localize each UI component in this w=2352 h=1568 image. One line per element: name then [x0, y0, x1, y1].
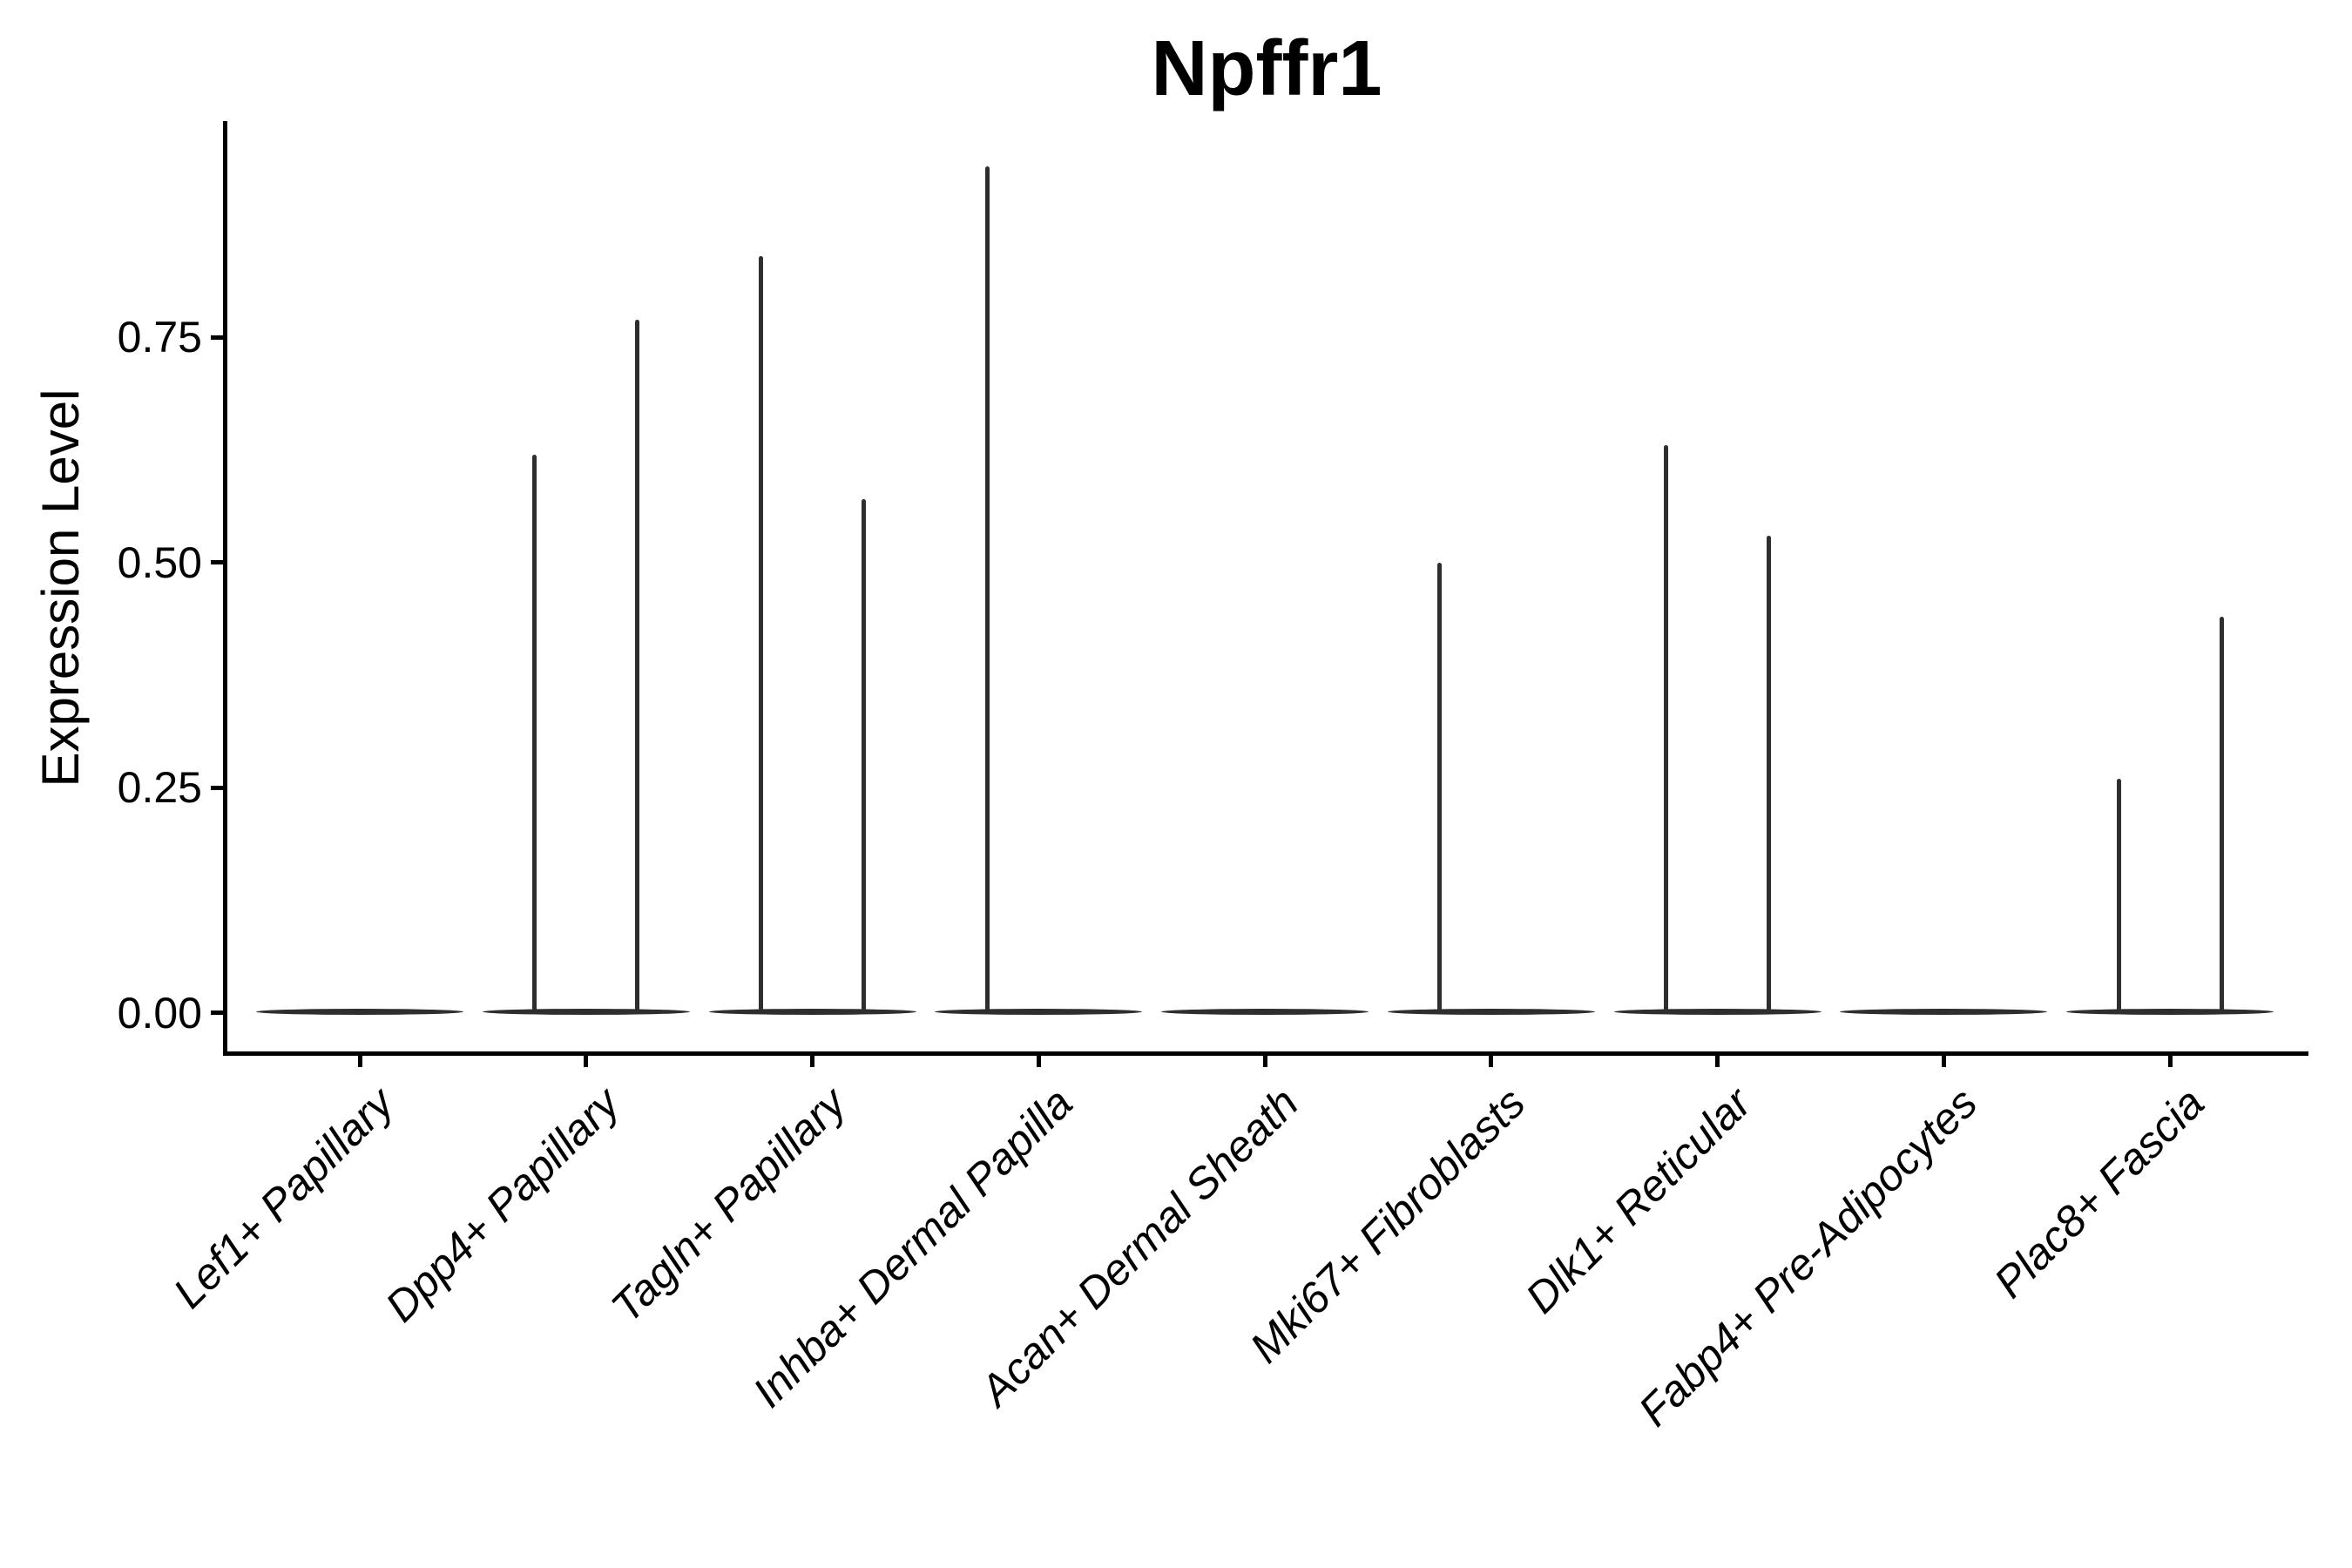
x-tick: [1715, 1056, 1720, 1067]
violin-body: [2066, 1009, 2274, 1015]
y-tick: [211, 335, 223, 340]
x-tick: [1489, 1056, 1494, 1067]
violin-spike: [1437, 562, 1443, 1011]
x-tick: [584, 1056, 589, 1067]
violin-spike: [2219, 616, 2224, 1011]
y-tick-label: 0.75: [117, 313, 202, 362]
x-tick: [1036, 1056, 1041, 1067]
x-tick-label: Plac8+ Fascia: [1984, 1078, 2213, 1308]
x-axis-spine: [223, 1051, 2308, 1056]
violin-body: [1387, 1009, 1595, 1015]
y-tick: [211, 785, 223, 790]
x-tick: [810, 1056, 814, 1067]
violin-spike: [1664, 445, 1668, 1011]
violin-body: [708, 1009, 916, 1015]
x-tick-label: Dpp4+ Papillary: [376, 1078, 630, 1332]
x-tick-label: Tagln+ Papillary: [602, 1078, 855, 1332]
y-tick-label: 0.50: [117, 537, 202, 587]
violin-body: [1840, 1009, 2048, 1015]
violin-spike: [532, 454, 537, 1011]
x-tick: [1262, 1056, 1267, 1067]
y-tick: [211, 560, 223, 565]
violin-body: [1161, 1009, 1369, 1015]
violin-body: [1613, 1009, 1821, 1015]
y-tick: [211, 1010, 223, 1015]
violin-body: [256, 1009, 463, 1015]
violin-spike: [635, 319, 640, 1011]
violin-spike: [984, 166, 990, 1011]
x-tick: [357, 1056, 362, 1067]
y-axis-label: Expression Level: [31, 389, 90, 787]
x-tick: [2167, 1056, 2173, 1067]
plot-title: Npffr1: [1151, 25, 1382, 112]
y-tick-label: 0.00: [117, 988, 202, 1037]
x-tick: [1941, 1056, 1946, 1067]
violin-body: [482, 1009, 690, 1015]
x-tick-label: Dlk1+ Reticular: [1516, 1078, 1761, 1323]
violin-body: [935, 1009, 1143, 1015]
violin-spike: [1767, 535, 1771, 1011]
violin-spike: [2116, 778, 2121, 1011]
violin-spike: [759, 256, 763, 1011]
y-axis-spine: [223, 121, 227, 1056]
violin-spike: [862, 499, 866, 1011]
y-tick-label: 0.25: [117, 763, 202, 813]
x-tick-label: Lef1+ Papillary: [164, 1078, 403, 1318]
